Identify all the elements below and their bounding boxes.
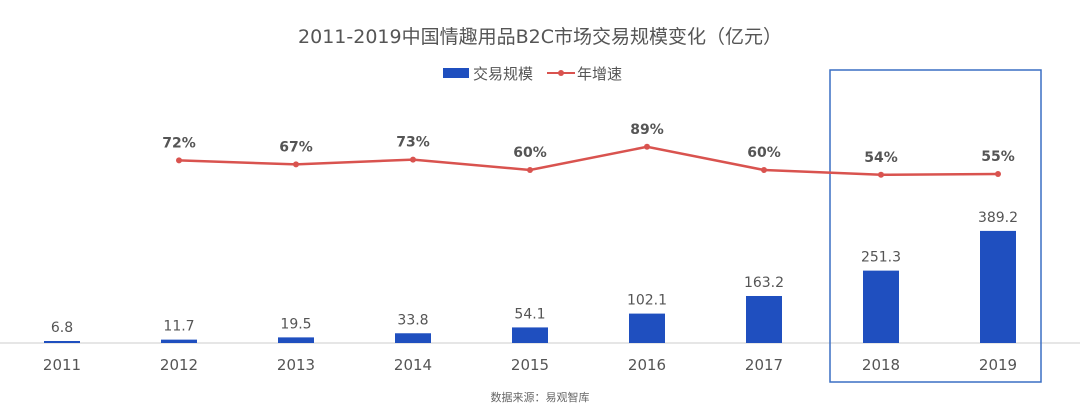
source-note: 数据来源：易观智库 (491, 390, 590, 404)
bar-label-2012: 11.7 (163, 319, 194, 335)
highlight-box (829, 69, 1042, 383)
bar-label-2019: 389.2 (978, 210, 1018, 226)
growth-label-2018: 54% (864, 150, 898, 166)
bar-label-2011: 6.8 (51, 320, 73, 336)
bar-2015 (512, 327, 548, 343)
x-tick-2012: 2012 (160, 356, 198, 374)
bar-2016 (629, 313, 665, 343)
bar-label-2017: 163.2 (744, 275, 784, 291)
legend-line-label: 年增速 (577, 65, 622, 83)
bar-2019 (980, 230, 1016, 343)
bar-label-2016: 102.1 (627, 293, 667, 309)
growth-label-2014: 73% (396, 135, 430, 151)
x-tick-2014: 2014 (394, 356, 432, 374)
growth-point-2018 (878, 171, 884, 178)
bar-label-2018: 251.3 (861, 250, 901, 266)
growth-label-2017: 60% (747, 145, 781, 161)
growth-line (178, 145, 999, 177)
bar-2017 (746, 295, 782, 343)
growth-label-2016: 89% (630, 122, 664, 138)
bar-label-2015: 54.1 (514, 306, 545, 322)
bar-2013 (278, 337, 314, 343)
growth-point-2014 (410, 156, 416, 163)
x-tick-2013: 2013 (277, 356, 315, 374)
growth-label-2013: 67% (279, 139, 313, 155)
x-tick-2015: 2015 (511, 356, 549, 374)
growth-label-2019: 55% (981, 149, 1015, 165)
growth-point-2017 (761, 167, 767, 173)
growth-point-2015 (527, 167, 533, 173)
legend-line-marker (558, 70, 564, 76)
bar-label-2014: 33.8 (397, 312, 428, 328)
x-tick-2018: 2018 (862, 356, 900, 374)
x-tick-2016: 2016 (628, 356, 666, 374)
legend-bar-label: 交易规模 (473, 65, 533, 83)
growth-point-2012 (176, 157, 182, 164)
bar-2018 (863, 270, 899, 343)
x-tick-2017: 2017 (745, 356, 783, 374)
growth-label-2015: 60% (513, 145, 547, 161)
bar-2011 (44, 341, 80, 343)
growth-point-2016 (644, 143, 650, 150)
growth-point-2019 (995, 171, 1001, 177)
bar-label-2013: 19.5 (280, 316, 311, 332)
x-tick-2019: 2019 (979, 356, 1017, 374)
legend: 交易规模 年增速 (443, 65, 622, 83)
growth-label-2012: 72% (162, 135, 196, 151)
legend-bar-swatch (443, 68, 469, 78)
chart-title: 2011-2019中国情趣用品B2C市场交易规模变化（亿元） (298, 26, 782, 48)
bar-2014 (395, 333, 431, 343)
bar-2012 (161, 339, 197, 343)
x-tick-2011: 2011 (43, 356, 81, 374)
growth-point-2013 (293, 161, 299, 168)
